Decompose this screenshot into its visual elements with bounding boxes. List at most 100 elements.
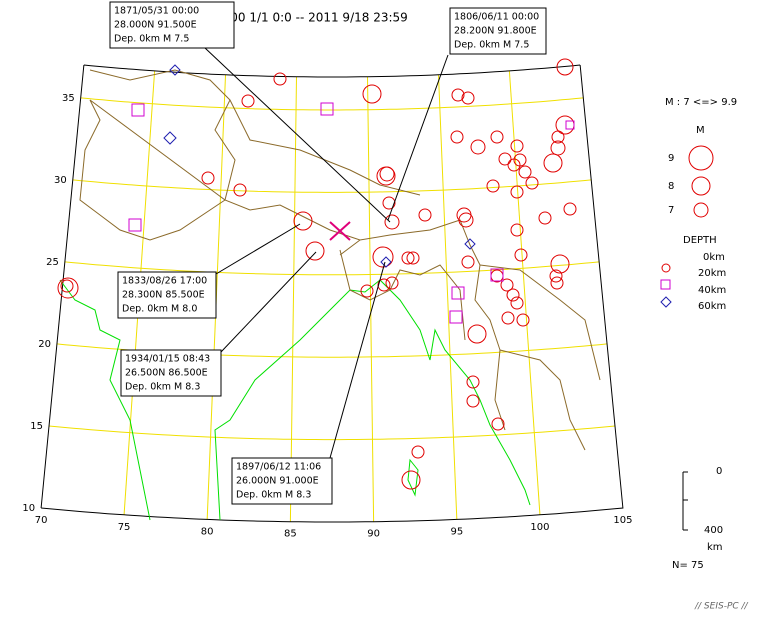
- longitude-label: 90: [367, 529, 380, 540]
- longitude-label: 70: [35, 515, 48, 526]
- epicenter: [362, 84, 382, 104]
- callout-box: [449, 7, 547, 55]
- epicenter: [525, 176, 539, 190]
- event-count: N= 75: [672, 560, 704, 571]
- longitude-label: 75: [118, 522, 131, 533]
- epicenter: [461, 255, 475, 269]
- epicenter: [401, 470, 421, 490]
- epicenter: [565, 120, 575, 130]
- latitude-label: 20: [38, 339, 51, 350]
- depth-symbol: [660, 296, 672, 308]
- magnitude-label: 8: [668, 181, 674, 192]
- epicenter: [131, 103, 145, 117]
- callout-text: 28.000N 91.500E: [114, 20, 197, 31]
- callout-box: [117, 271, 217, 319]
- epicenter: [451, 88, 465, 102]
- depth-label: 0km: [703, 252, 725, 263]
- magnitude-title: M: [696, 125, 705, 136]
- epicenter: [385, 276, 399, 290]
- parallel: [80, 97, 584, 111]
- epicenter: [57, 277, 79, 299]
- depth-label: 20km: [698, 268, 726, 279]
- epicenter: [233, 183, 247, 197]
- epicenter: [470, 139, 486, 155]
- leader-line: [387, 54, 449, 221]
- callouts: 1871/05/31 00:00 28.000N 91.500E Dep. 0km …: [109, 1, 547, 505]
- epicenter: [551, 130, 565, 144]
- callout-text: 1934/01/15 08:43: [125, 354, 210, 365]
- callout-text: Dep. 0km M 7.5: [114, 34, 189, 45]
- depth-symbol: [660, 279, 671, 290]
- epicenter: [498, 152, 512, 166]
- magnitude-label: 7: [668, 205, 674, 216]
- epicenter: [490, 130, 504, 144]
- epicenter: [376, 166, 396, 186]
- epicenter: [360, 284, 374, 298]
- coastlines: [59, 69, 601, 521]
- latitude-label: 30: [54, 175, 67, 186]
- epicenter: [458, 212, 474, 228]
- epicenter: [538, 211, 552, 225]
- latitude-label: 25: [46, 257, 59, 268]
- latitude-label: 10: [22, 503, 35, 514]
- epicenter: [406, 251, 420, 265]
- epicenter: [384, 214, 400, 230]
- callout-text: 1871/05/31 00:00: [114, 6, 199, 17]
- footer: // SEIS-PC //: [694, 602, 749, 612]
- leader-line: [204, 47, 391, 223]
- callout-text: Dep. 0km M 7.5: [454, 40, 529, 51]
- epicenter: [491, 417, 505, 431]
- epicenter: [293, 211, 313, 231]
- epicenter: [241, 94, 255, 108]
- epicenter: [510, 139, 524, 153]
- callout-text: 28.200N 91.800E: [454, 26, 537, 37]
- epicenter: [500, 278, 514, 292]
- epicenter: [518, 165, 532, 179]
- callout-text: 1897/06/12 11:06: [236, 462, 321, 473]
- parallel: [72, 179, 592, 193]
- epicenter: [490, 269, 504, 283]
- epicenter: [549, 269, 563, 283]
- depth-label: 60km: [698, 301, 726, 312]
- depth-label: 40km: [698, 285, 726, 296]
- epicenter: [501, 311, 515, 325]
- depth-symbol: [661, 263, 671, 273]
- scale-label: km: [707, 542, 723, 553]
- epicenter: [320, 102, 334, 116]
- callout-text: Dep. 0km M 8.0: [122, 304, 197, 315]
- scale-label: 0: [716, 466, 722, 477]
- epicenter: [467, 324, 487, 344]
- epicenter: [464, 238, 476, 250]
- magnitude-symbol: [688, 145, 714, 171]
- epicenter: [507, 158, 521, 172]
- scale-label: 400: [704, 525, 723, 536]
- longitude-label: 80: [201, 526, 214, 537]
- epicenter: [550, 276, 564, 290]
- epicenter: [490, 268, 504, 282]
- callout-box: [231, 457, 333, 505]
- callout-text: 26.500N 86.500E: [125, 368, 208, 379]
- epicenter: [401, 251, 415, 265]
- epicenter: [486, 179, 500, 193]
- epicenter: [60, 279, 74, 293]
- callout-text: 1806/06/11 00:00: [454, 12, 539, 23]
- callout-text: Dep. 0km M 8.3: [236, 490, 311, 501]
- epicenter: [543, 153, 563, 173]
- epicenter: [201, 171, 215, 185]
- epicenter: [411, 445, 425, 459]
- legend: M : 7 <=> 9.9 M 9 8 7 DEPTH 0km 20km 40k…: [660, 97, 749, 612]
- callout-text: 26.000N 91.000E: [236, 476, 319, 487]
- latitude-label: 15: [30, 421, 43, 432]
- epicenter: [466, 375, 480, 389]
- epicenter: [380, 256, 392, 268]
- epicenter: [163, 131, 177, 145]
- depth-title: DEPTH: [683, 235, 717, 246]
- epicenter: [510, 223, 524, 237]
- magnitude-symbol: [693, 202, 709, 218]
- meridian: [508, 70, 541, 515]
- leader-line: [220, 251, 317, 353]
- epicenter: [372, 246, 394, 268]
- highlight-cross: [329, 221, 351, 241]
- epicenter: [510, 185, 524, 199]
- meridian: [289, 76, 297, 522]
